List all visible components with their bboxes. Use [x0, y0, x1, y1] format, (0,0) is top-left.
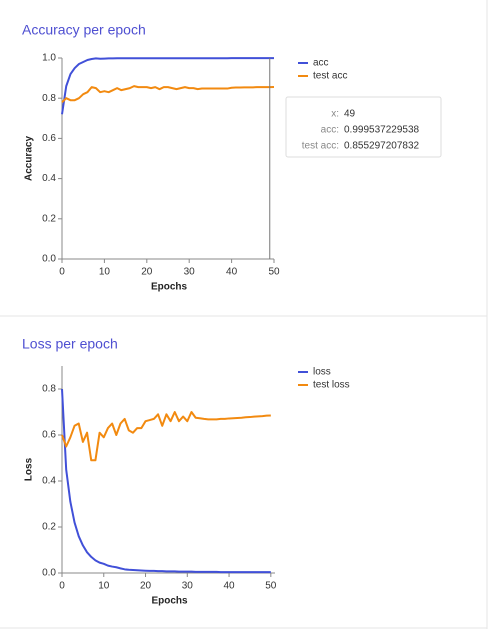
- x-tick-label: 0: [59, 581, 65, 592]
- y-tick-label: 0.2: [42, 213, 56, 224]
- series-line: [61, 388, 271, 574]
- tooltip-box: [285, 96, 442, 158]
- x-tick-label: 50: [268, 267, 280, 278]
- y-axis-label: Accuracy: [24, 136, 35, 181]
- x-tick-label: 30: [184, 267, 196, 278]
- y-tick-label: 0.8: [42, 93, 56, 104]
- legend-label: loss: [313, 367, 331, 378]
- tooltip-key: x:: [331, 109, 339, 120]
- x-tick-label: 40: [223, 581, 235, 592]
- legend-label: acc: [313, 58, 329, 69]
- x-tick-label: 10: [99, 267, 111, 278]
- y-tick-label: 0.0: [42, 568, 56, 579]
- tooltip-value: 0.855297207832: [344, 141, 420, 152]
- y-tick-label: 0.2: [42, 522, 56, 533]
- x-tick-label: 0: [59, 267, 65, 278]
- y-tick-label: 0.4: [42, 476, 56, 487]
- tooltip-key: acc:: [321, 125, 339, 136]
- x-axis-label: Epochs: [151, 596, 188, 607]
- series-line: [61, 411, 271, 462]
- tooltip-key: test acc:: [302, 141, 339, 152]
- x-tick-label: 30: [182, 581, 194, 592]
- y-tick-label: 0.4: [42, 173, 56, 184]
- y-tick-label: 0.0: [42, 254, 56, 265]
- legend-label: test acc: [313, 71, 347, 82]
- y-tick-label: 0.6: [42, 430, 56, 441]
- y-tick-label: 0.6: [42, 133, 56, 144]
- chart-title: Accuracy per epoch: [22, 22, 146, 38]
- x-tick-label: 40: [226, 267, 238, 278]
- x-tick-label: 20: [140, 581, 152, 592]
- tooltip-value: 0.999537229538: [344, 125, 420, 136]
- x-tick-label: 50: [265, 581, 277, 592]
- y-axis-label: Loss: [24, 457, 35, 481]
- chart-title: Loss per epoch: [22, 336, 118, 352]
- y-tick-label: 0.8: [42, 384, 56, 395]
- x-tick-label: 10: [98, 581, 110, 592]
- series-line: [61, 57, 275, 115]
- x-axis-label: Epochs: [151, 282, 188, 293]
- series-line: [61, 85, 275, 103]
- x-tick-label: 20: [141, 267, 153, 278]
- tooltip-value: 49: [344, 109, 356, 120]
- y-tick-label: 1.0: [42, 53, 56, 64]
- legend-label: test loss: [313, 380, 350, 391]
